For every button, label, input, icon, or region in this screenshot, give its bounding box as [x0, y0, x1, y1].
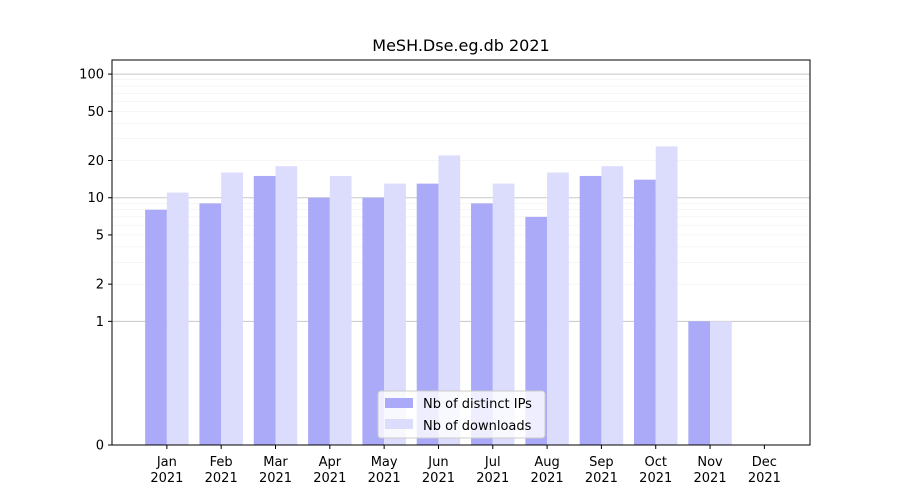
- y-tick-label: 5: [96, 228, 104, 243]
- x-tick-label-year: 2021: [313, 471, 346, 486]
- bar-downloads-feb: [221, 172, 243, 446]
- bar-distinct-ips-oct: [634, 179, 656, 446]
- y-tick-label: 1: [96, 315, 104, 330]
- y-tick-label: 20: [87, 154, 104, 169]
- bar-distinct-ips-mar: [253, 175, 276, 445]
- x-tick-label-month: Dec: [752, 455, 777, 470]
- x-tick-label-month: Mar: [263, 455, 288, 470]
- bars: [145, 146, 732, 446]
- bar-downloads-jan: [166, 192, 189, 445]
- x-tick-label-year: 2021: [639, 471, 672, 486]
- bar-distinct-ips-sep: [579, 175, 602, 445]
- bar-downloads-sep: [601, 166, 624, 445]
- legend-box: [377, 390, 546, 439]
- x-tick-label-month: Feb: [210, 455, 233, 470]
- bar-downloads-aug: [547, 172, 569, 446]
- chart-title: MeSH.Dse.eg.db 2021: [372, 36, 549, 55]
- x-tick-label-month: Oct: [644, 455, 666, 470]
- bar-downloads-jul: [492, 183, 515, 445]
- bar-distinct-ips-nov: [688, 321, 711, 445]
- y-tick-label: 2: [96, 278, 104, 293]
- bar-distinct-ips-jan: [145, 209, 167, 445]
- bar-distinct-ips-jul: [471, 203, 493, 445]
- x-tick-label-month: Sep: [589, 455, 614, 470]
- bar-downloads-nov: [710, 321, 732, 445]
- bar-downloads-apr: [329, 175, 352, 445]
- y-tick-label: 50: [87, 105, 104, 120]
- legend-swatch-distinct-ips: [385, 398, 413, 408]
- bar-distinct-ips-feb: [199, 203, 222, 445]
- x-tick-label-year: 2021: [585, 471, 618, 486]
- y-tick-label: 100: [79, 68, 104, 83]
- plot-frame: [111, 59, 811, 446]
- legend: Nb of distinct IPs Nb of downloads: [377, 390, 546, 439]
- bar-distinct-ips-apr: [308, 197, 330, 445]
- x-axis: Jan2021Feb2021Mar2021Apr2021May2021Jun20…: [150, 445, 781, 486]
- bar-downloads-oct: [655, 146, 678, 445]
- bar-downloads-may: [384, 183, 406, 445]
- bar-distinct-ips-aug: [525, 216, 548, 445]
- x-tick-label-year: 2021: [694, 471, 727, 486]
- legend-label-distinct-ips: Nb of distinct IPs: [423, 397, 532, 412]
- x-tick-label-month: May: [371, 455, 398, 470]
- x-tick-label-year: 2021: [368, 471, 401, 486]
- x-tick-label-month: Jun: [427, 455, 448, 470]
- legend-label-downloads: Nb of downloads: [423, 419, 532, 434]
- x-tick-label-year: 2021: [150, 471, 183, 486]
- y-tick-label: 10: [87, 191, 104, 206]
- y-tick-label: 0: [96, 439, 104, 454]
- legend-swatch-downloads: [385, 419, 413, 429]
- x-tick-label-year: 2021: [205, 471, 238, 486]
- y-axis: 0 1 2 5 10 20 50 100: [79, 68, 112, 454]
- x-tick-label-month: Aug: [534, 455, 559, 470]
- bar-downloads-mar: [275, 166, 298, 445]
- x-tick-label-year: 2021: [531, 471, 564, 486]
- x-tick-label-month: Jul: [484, 455, 501, 470]
- x-tick-label-month: Jan: [156, 455, 177, 470]
- x-tick-label-month: Nov: [697, 455, 723, 470]
- x-tick-label-year: 2021: [748, 471, 781, 486]
- x-tick-label-year: 2021: [476, 471, 509, 486]
- bar-distinct-ips-may: [362, 197, 385, 445]
- x-tick-label-month: Apr: [319, 455, 342, 470]
- x-tick-label-year: 2021: [422, 471, 455, 486]
- bar-downloads-jun: [438, 155, 461, 445]
- bar-distinct-ips-jun: [416, 183, 439, 445]
- x-tick-label-year: 2021: [259, 471, 292, 486]
